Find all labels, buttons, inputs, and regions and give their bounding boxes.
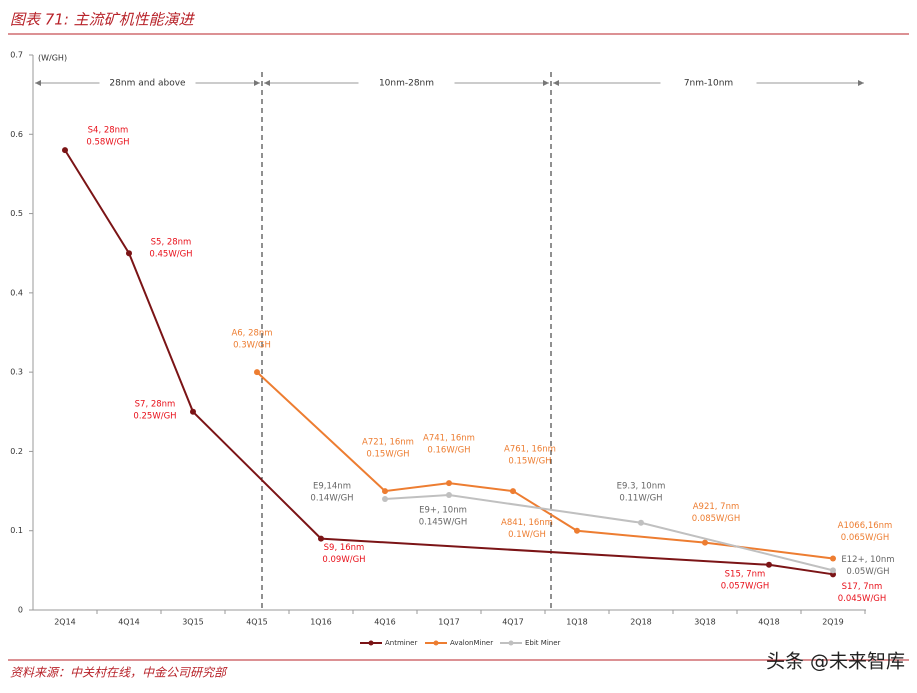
value-label: 0.045W/GH: [838, 594, 887, 604]
data-point: [702, 539, 708, 546]
value-label: 0.16W/GH: [427, 446, 470, 456]
data-point: [382, 488, 388, 495]
point-name: A6, 28nm: [231, 329, 272, 339]
point-name: S7, 28nm: [135, 399, 176, 409]
point-name: S4, 28nm: [88, 126, 129, 136]
data-point: [126, 250, 132, 257]
data-point: [318, 535, 324, 542]
data-point: [446, 492, 452, 499]
data-point: [382, 496, 388, 502]
x-tick-label: 4Q18: [758, 618, 780, 627]
point-name: S15, 7nm: [725, 569, 766, 579]
point-name: S9, 16nm: [324, 543, 365, 553]
data-point: [62, 147, 68, 154]
data-point: [254, 369, 260, 376]
period-label: 10nm-28nm: [379, 79, 434, 89]
x-tick-label: 4Q15: [246, 618, 268, 627]
x-tick-label: 2Q19: [822, 618, 844, 627]
value-label: 0.58W/GH: [86, 138, 129, 148]
y-tick-label: 0.2: [10, 447, 23, 456]
page-title: 图表 71: 主流矿机性能演进: [10, 11, 196, 29]
y-tick-label: 0.7: [10, 51, 23, 60]
point-name: A721, 16nm: [362, 438, 414, 448]
value-label: 0.11W/GH: [619, 493, 662, 503]
point-name: A841, 16nm: [501, 518, 553, 528]
period-label-bg: [660, 76, 757, 90]
y-tick-label: 0.6: [10, 130, 23, 139]
y-tick-label: 0.4: [10, 288, 23, 297]
point-name: S17, 7nm: [842, 582, 883, 592]
y-tick-label: 0: [18, 606, 23, 615]
source: 资料来源：中关村在线，中金公司研究部: [10, 666, 228, 680]
data-point: [766, 561, 772, 568]
point-name: A761, 16nm: [504, 445, 556, 455]
period-label-bg: [358, 76, 455, 90]
x-tick-label: 3Q18: [694, 618, 716, 627]
value-label: 0.05W/GH: [846, 567, 889, 577]
point-name: E12+, 10nm: [841, 555, 894, 565]
period-label: 28nm and above: [109, 79, 186, 89]
x-tick-label: 2Q18: [630, 618, 652, 627]
x-tick-label: 4Q16: [374, 618, 396, 627]
value-label: 0.3W/GH: [233, 341, 271, 351]
x-tick-label: 4Q17: [502, 618, 524, 627]
legend-label: Antminer: [385, 639, 417, 647]
data-point: [574, 527, 580, 534]
legend-label: Ebit Miner: [525, 639, 561, 647]
point-name: E9,14nm: [313, 482, 351, 492]
data-point: [190, 408, 196, 415]
point-name: A921, 7nm: [693, 502, 740, 512]
y-tick-label: 0.3: [10, 368, 23, 377]
watermark: 头条 @未来智库: [766, 651, 905, 673]
point-name: A1066,16nm: [838, 521, 893, 531]
x-tick-label: 4Q14: [118, 618, 140, 627]
x-tick-label: 3Q15: [182, 618, 204, 627]
period-label-bg: [99, 76, 196, 90]
value-label: 0.065W/GH: [841, 533, 890, 543]
y-tick-label: 0.5: [10, 209, 23, 218]
x-tick-label: 1Q18: [566, 618, 588, 627]
data-point: [446, 480, 452, 487]
period-label: 7nm-10nm: [684, 79, 733, 89]
value-label: 0.145W/GH: [419, 518, 468, 528]
point-name: S5, 28nm: [151, 238, 192, 248]
legend-marker: [433, 640, 439, 646]
value-label: 0.25W/GH: [133, 411, 176, 421]
value-label: 0.15W/GH: [508, 457, 551, 467]
legend-marker: [508, 640, 514, 646]
data-point: [638, 519, 644, 526]
value-label: 0.085W/GH: [692, 514, 741, 524]
series-line: [64, 149, 834, 576]
point-name: A741, 16nm: [423, 434, 475, 444]
value-label: 0.45W/GH: [149, 250, 192, 260]
x-tick-label: 2Q14: [54, 618, 76, 627]
x-tick-label: 1Q16: [310, 618, 332, 627]
point-name: E9+, 10nm: [419, 506, 467, 516]
data-point: [830, 555, 836, 562]
value-label: 0.057W/GH: [721, 581, 770, 591]
x-tick-label: 1Q17: [438, 618, 460, 627]
point-name: E9.3, 10nm: [617, 481, 666, 491]
data-point: [830, 567, 836, 574]
legend-label: AvalonMiner: [450, 639, 493, 647]
y-unit: (W/GH): [38, 54, 67, 63]
series-line: [384, 494, 834, 572]
y-tick-label: 0.1: [10, 526, 23, 535]
value-label: 0.14W/GH: [310, 494, 353, 504]
value-label: 0.1W/GH: [508, 530, 546, 540]
value-label: 0.09W/GH: [322, 555, 365, 565]
data-point: [510, 488, 516, 495]
value-label: 0.15W/GH: [366, 450, 409, 460]
legend-marker: [368, 640, 374, 646]
